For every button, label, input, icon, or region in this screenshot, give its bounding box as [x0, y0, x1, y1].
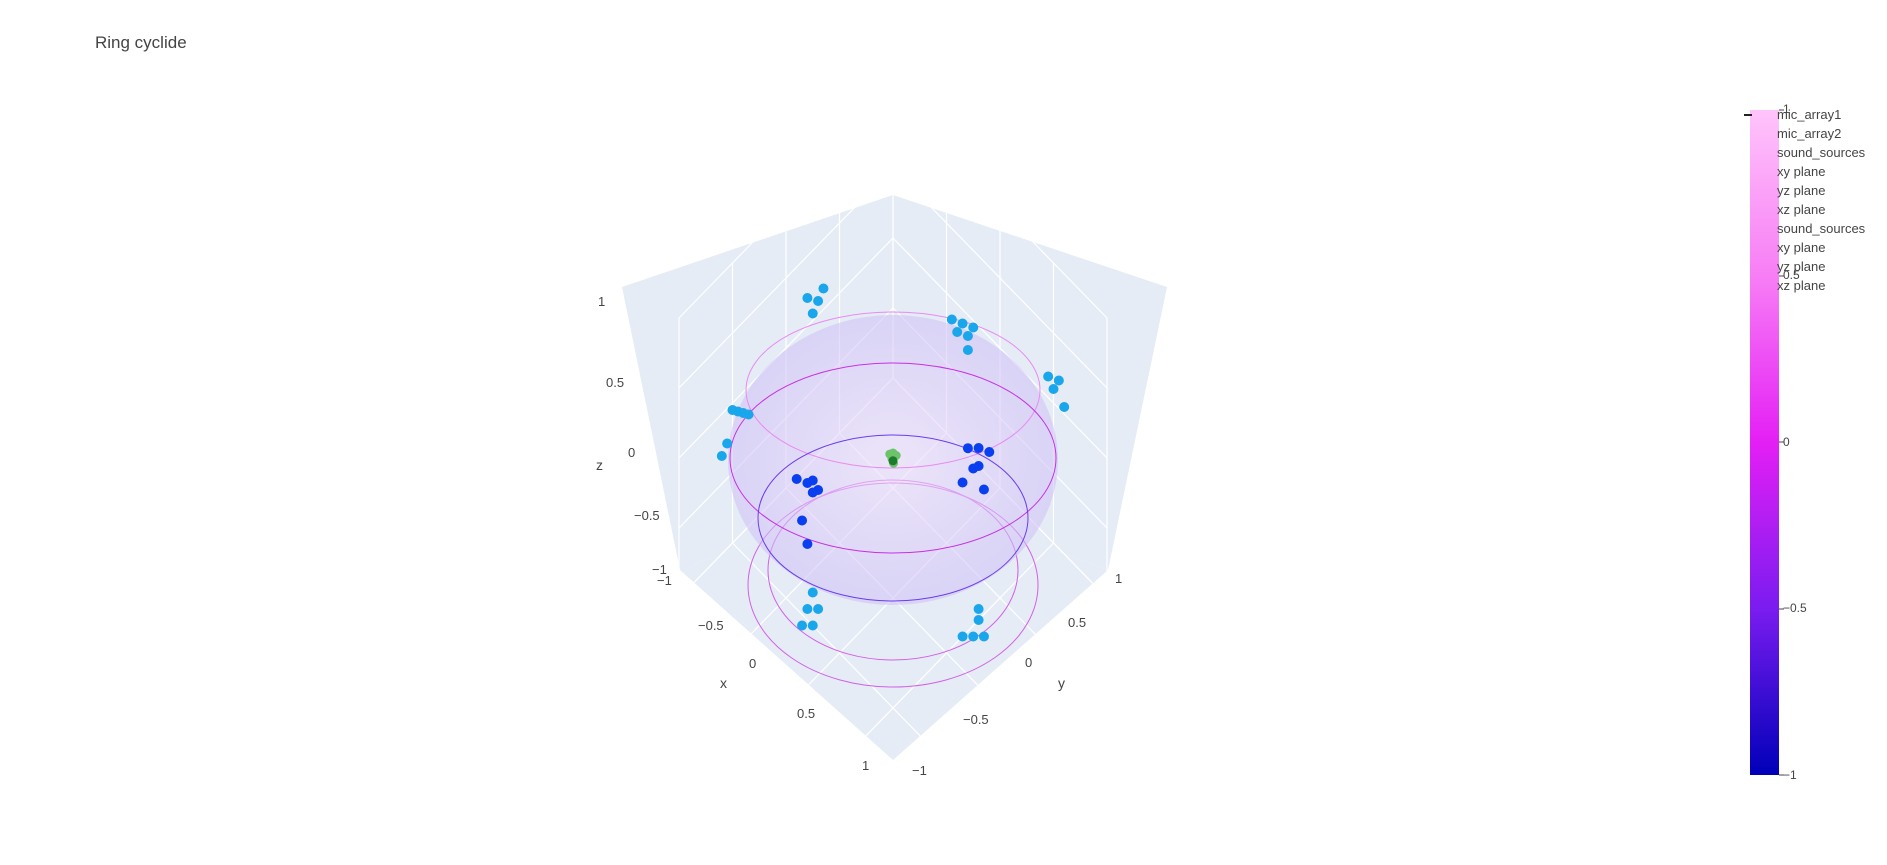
x-axis-ticks: −1 −0.5 0 0.5 1 — [657, 573, 869, 773]
wall-y-gridline-z-4 — [678, 97, 894, 319]
wall-y-gridline-z-2 — [678, 237, 894, 459]
legend-item-xy-plane[interactable]: xy plane — [1777, 240, 1825, 255]
xy-plane-projection-point-3-8[interactable] — [807, 587, 818, 598]
legend-item-sound_sources[interactable]: sound_sources — [1777, 145, 1866, 160]
xz-plane-projection-point-5-1[interactable] — [813, 296, 824, 306]
cyclide-top-ring — [745, 311, 1041, 469]
yz-plane-projection-point-4-2[interactable] — [1053, 375, 1064, 386]
data-points[interactable] — [716, 283, 1070, 642]
z-axis-ticks: 1 0.5 0 −0.5 −1 — [598, 294, 667, 577]
xy-plane-projection-point-3-3[interactable] — [978, 631, 989, 642]
colorbar-gradient — [1750, 110, 1779, 775]
sound_sources-point-2-12[interactable] — [791, 474, 802, 484]
sound_sources-point-2-9[interactable] — [807, 487, 818, 498]
y-tick-0: 0 — [1025, 655, 1032, 670]
floor-gridline-y-4 — [892, 597, 1108, 819]
legend-item-sound_sources[interactable]: sound_sources — [1777, 221, 1866, 236]
legend-item-xy-plane[interactable]: xy plane — [1777, 164, 1825, 179]
colorbar-tick-0.5: 0.5 — [1783, 268, 1800, 282]
xz-plane-projection-point-5-7[interactable] — [743, 409, 754, 420]
y-axis-title: y — [1058, 675, 1065, 691]
x-tick-1: 1 — [862, 758, 869, 773]
mic_array2-point-1-0[interactable] — [888, 456, 898, 466]
xy-plane-projection-point-3-1[interactable] — [973, 615, 984, 625]
y-tick-0.5: 0.5 — [1068, 615, 1086, 630]
sound_sources-point-2-2[interactable] — [968, 463, 979, 474]
yz-plane-projection-point-4-5[interactable] — [962, 331, 973, 341]
x-tick-0: 0 — [749, 656, 756, 671]
legend-item-xz-plane[interactable]: xz plane — [1777, 202, 1825, 217]
colorbar-tick-neg-0.5: −0.5 — [1783, 601, 1807, 615]
z-tick-neg-0.5: −0.5 — [634, 508, 660, 523]
mic_array1-point-0-4[interactable] — [888, 448, 898, 458]
yz-plane-projection-point-4-6[interactable] — [968, 322, 979, 333]
xz-plane-projection-point-5-2[interactable] — [802, 293, 813, 303]
xz-plane-projection-point-5-0[interactable] — [818, 283, 829, 294]
z-tick-0: 0 — [628, 445, 635, 460]
xy-plane-projection-point-3-4[interactable] — [957, 631, 968, 642]
floor-gridline-x-4 — [678, 597, 894, 819]
yz-plane-projection-point-4-3[interactable] — [1059, 402, 1070, 412]
colorbar-tick-0: 0 — [1783, 435, 1790, 449]
colorbar: 1 0.5 0 −0.5 −1 — [1750, 102, 1807, 782]
cyclide-middle-ring — [729, 362, 1057, 554]
xz-plane-projection-point-5-8[interactable] — [722, 438, 733, 449]
chart-title: Ring cyclide — [95, 33, 187, 52]
cyclide-lower-ring — [757, 434, 1029, 602]
xz-plane-projection-point-5-9[interactable] — [716, 451, 727, 461]
sound_sources-point-2-10[interactable] — [807, 475, 818, 486]
z-axis-title: z — [596, 457, 603, 473]
xy-plane-projection-point-3-9[interactable] — [797, 620, 808, 631]
sound_sources-point-2-0[interactable] — [973, 443, 984, 453]
xz-plane-projection-point-5-3[interactable] — [807, 308, 818, 319]
y-tick-neg-1: −1 — [912, 763, 927, 778]
z-tick-neg-1: −1 — [652, 562, 667, 577]
yz-plane-projection-point-4-4[interactable] — [957, 318, 968, 329]
legend-item-xz-plane[interactable]: xz plane — [1777, 278, 1825, 293]
y-axis-ticks: −1 −0.5 0 0.5 1 — [912, 571, 1122, 778]
sound_sources-point-2-11[interactable] — [797, 515, 808, 526]
xy-plane-projection-point-3-2[interactable] — [968, 631, 979, 642]
colorbar-tick-1: 1 — [1783, 102, 1790, 116]
yz-plane-projection-point-4-9[interactable] — [946, 314, 957, 325]
yz-plane-projection-point-4-8[interactable] — [962, 345, 973, 355]
x-tick-0.5: 0.5 — [797, 706, 815, 721]
sound_sources-point-2-13[interactable] — [802, 539, 813, 549]
wall-x-gridline-z-4 — [892, 97, 1108, 319]
wall-x-gridline-z-3 — [892, 167, 1108, 389]
legend-item-mic_array2[interactable]: mic_array2 — [1777, 126, 1841, 141]
legend-item-yz-plane[interactable]: yz plane — [1777, 259, 1825, 274]
colorbar-tick-neg-1: −1 — [1783, 768, 1797, 782]
yz-plane-projection-point-4-1[interactable] — [1048, 384, 1059, 394]
y-tick-1: 1 — [1115, 571, 1122, 586]
x-tick-neg-1: −1 — [657, 573, 672, 588]
y-tick-neg-0.5: −0.5 — [963, 712, 989, 727]
sound_sources-point-2-3[interactable] — [978, 484, 989, 495]
z-tick-1: 1 — [598, 294, 605, 309]
x-tick-neg-0.5: −0.5 — [698, 618, 724, 633]
xz-plane-projection-point-5-6[interactable] — [727, 405, 738, 415]
wall-y-gridline-z-3 — [678, 167, 894, 389]
x-axis-title: x — [720, 675, 727, 691]
floor-gridline-x-3 — [732, 542, 947, 764]
sound_sources-point-2-4[interactable] — [957, 477, 968, 488]
xy-plane-projection-point-3-5[interactable] — [802, 604, 813, 614]
legend-item-yz-plane[interactable]: yz plane — [1777, 183, 1825, 198]
yz-plane-projection-point-4-7[interactable] — [952, 327, 963, 337]
sound_sources-point-2-6[interactable] — [962, 443, 973, 454]
legend-item-mic_array1[interactable]: mic_array1 — [1777, 107, 1841, 122]
sound_sources-point-2-5[interactable] — [984, 447, 995, 457]
xy-plane-projection-point-3-0[interactable] — [973, 604, 984, 614]
z-tick-0.5: 0.5 — [606, 375, 624, 390]
wall-x-gridline-z-2 — [892, 237, 1108, 459]
xy-plane-projection-point-3-7[interactable] — [807, 620, 818, 631]
yz-plane-projection-point-4-0[interactable] — [1043, 371, 1054, 382]
floor-gridline-y-3 — [839, 542, 1054, 764]
xy-plane-projection-point-3-6[interactable] — [813, 604, 824, 614]
